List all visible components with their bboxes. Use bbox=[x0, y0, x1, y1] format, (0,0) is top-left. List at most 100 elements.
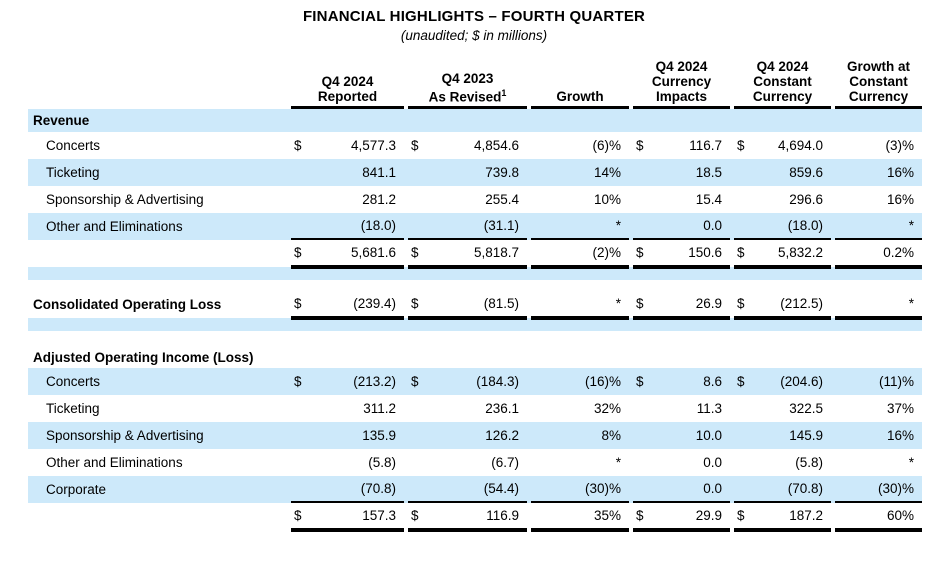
cell-value: (18.0) bbox=[360, 218, 396, 233]
row-label bbox=[28, 240, 287, 267]
cell-value: 296.6 bbox=[789, 192, 823, 207]
cell-constant-currency: 145.9 bbox=[730, 422, 831, 449]
column-header-revised: Q4 2023 As Revised1 bbox=[404, 51, 527, 109]
dollar-sign: $ bbox=[411, 508, 419, 523]
cell-constant-currency: 859.6 bbox=[730, 159, 831, 186]
column-header-line: Q4 2024 bbox=[756, 59, 809, 74]
table-row-ticketing: Ticketing 841.1 739.8 14% 18.5 859.6 16% bbox=[28, 159, 922, 186]
cell-value: 26.9 bbox=[695, 296, 722, 311]
cell-currency-impacts: $150.6 bbox=[629, 240, 730, 269]
cell-value: * bbox=[908, 218, 914, 233]
cell-value: 150.6 bbox=[688, 245, 722, 260]
dollar-sign: $ bbox=[636, 374, 644, 389]
cell-reported: 841.1 bbox=[287, 159, 404, 186]
total-row-adjusted: $157.3 $116.9 35% $29.9 $187.2 60% bbox=[28, 503, 922, 532]
column-header-line: Q4 2024 bbox=[655, 59, 708, 74]
cell-value: 5,832.2 bbox=[777, 245, 823, 260]
cell-currency-impacts: 18.5 bbox=[629, 159, 730, 186]
row-label: Sponsorship & Advertising bbox=[46, 428, 204, 443]
total-row-revenue: $5,681.6 $5,818.7 (2)% $150.6 $5,832.2 0… bbox=[28, 240, 922, 269]
cell-value: (70.8) bbox=[360, 481, 396, 496]
row-label: Consolidated Operating Loss bbox=[33, 297, 222, 312]
cell-growth: * bbox=[527, 449, 629, 476]
cell-value: 311.2 bbox=[363, 401, 396, 416]
cell-value: 859.6 bbox=[789, 165, 823, 180]
cell-growth: (2)% bbox=[527, 240, 629, 269]
column-header-growth: Growth bbox=[527, 51, 629, 109]
page-subtitle: (unaudited; $ in millions) bbox=[400, 28, 548, 43]
cell-revised: 739.8 bbox=[404, 159, 527, 186]
dollar-sign: $ bbox=[636, 245, 644, 260]
cell-reported: (70.8) bbox=[287, 476, 404, 503]
label-column-header bbox=[28, 51, 287, 109]
cell-value: 37% bbox=[886, 401, 914, 416]
cell-value: 0.2% bbox=[883, 245, 914, 260]
row-label: Ticketing bbox=[46, 401, 100, 416]
cell-currency-impacts: 11.3 bbox=[629, 395, 730, 422]
cell-value: 841.1 bbox=[362, 165, 396, 180]
cell-growth: (6)% bbox=[527, 132, 629, 159]
cell-value: 60% bbox=[886, 508, 914, 523]
cell-growth-constant: 0.2% bbox=[831, 240, 922, 269]
dollar-sign: $ bbox=[737, 138, 745, 153]
section-heading-row-adjusted: Adjusted Operating Income (Loss) bbox=[28, 346, 922, 368]
column-header-constant-currency: Q4 2024 Constant Currency bbox=[730, 51, 831, 109]
cell-value: (16)% bbox=[584, 374, 621, 389]
cell-growth: 10% bbox=[527, 186, 629, 213]
cell-constant-currency: $ (212.5) bbox=[730, 291, 831, 320]
dollar-sign: $ bbox=[737, 508, 745, 523]
cell-value: 126.2 bbox=[485, 428, 519, 443]
cell-reported: $ (213.2) bbox=[287, 368, 404, 395]
cell-value: * bbox=[615, 218, 621, 233]
cell-revised: (54.4) bbox=[404, 476, 527, 503]
spacer-row bbox=[28, 280, 922, 291]
row-label: Sponsorship & Advertising bbox=[46, 192, 204, 207]
cell-currency-impacts: 0.0 bbox=[629, 213, 730, 240]
section-heading-row-revenue: Revenue bbox=[28, 109, 922, 132]
cell-value: 8% bbox=[601, 428, 621, 443]
cell-constant-currency: $5,832.2 bbox=[730, 240, 831, 269]
cell-currency-impacts: $26.9 bbox=[629, 291, 730, 320]
cell-value: 157.3 bbox=[362, 508, 396, 523]
cell-growth: (16)% bbox=[527, 368, 629, 395]
cell-value: 135.9 bbox=[362, 428, 396, 443]
cell-value: (5.8) bbox=[795, 455, 823, 470]
spacer-row bbox=[28, 318, 922, 331]
cell-value: 32% bbox=[593, 401, 621, 416]
column-header-line: Constant bbox=[849, 74, 908, 89]
column-header-line: Currency bbox=[848, 89, 909, 104]
dollar-sign: $ bbox=[737, 296, 745, 311]
dollar-sign: $ bbox=[411, 296, 419, 311]
cell-value: 14% bbox=[593, 165, 621, 180]
cell-growth-constant: (30)% bbox=[831, 476, 922, 503]
cell-value: * bbox=[615, 455, 621, 470]
cell-growth: 35% bbox=[527, 503, 629, 532]
cell-reported: (18.0) bbox=[287, 213, 404, 240]
cell-revised: 255.4 bbox=[404, 186, 527, 213]
cell-currency-impacts: 0.0 bbox=[629, 449, 730, 476]
cell-value: 10% bbox=[593, 192, 621, 207]
dollar-sign: $ bbox=[737, 374, 745, 389]
column-header-growth-constant-currency: Growth at Constant Currency bbox=[831, 51, 922, 109]
cell-growth-constant: 37% bbox=[831, 395, 922, 422]
cell-value: 281.2 bbox=[362, 192, 396, 207]
cell-value: 15.4 bbox=[695, 192, 722, 207]
cell-value: (212.5) bbox=[780, 296, 823, 311]
cell-reported: 311.2 bbox=[287, 395, 404, 422]
cell-value: (70.8) bbox=[787, 481, 823, 496]
dollar-sign: $ bbox=[636, 508, 644, 523]
cell-growth: 32% bbox=[527, 395, 629, 422]
cell-value: (204.6) bbox=[780, 374, 823, 389]
column-header-line: Q4 2023 bbox=[441, 70, 494, 86]
row-label: Ticketing bbox=[46, 165, 100, 180]
cell-revised: $4,854.6 bbox=[404, 132, 527, 159]
cell-reported: $ (239.4) bbox=[287, 291, 404, 320]
cell-growth-constant: 16% bbox=[831, 159, 922, 186]
dollar-sign: $ bbox=[294, 296, 302, 311]
cell-value: (30)% bbox=[877, 481, 914, 496]
cell-value: (6)% bbox=[592, 138, 621, 153]
cell-value: 4,694.0 bbox=[777, 138, 823, 153]
table-row-sponsorship: Sponsorship & Advertising 281.2 255.4 10… bbox=[28, 186, 922, 213]
cell-value: 116.9 bbox=[486, 508, 519, 523]
